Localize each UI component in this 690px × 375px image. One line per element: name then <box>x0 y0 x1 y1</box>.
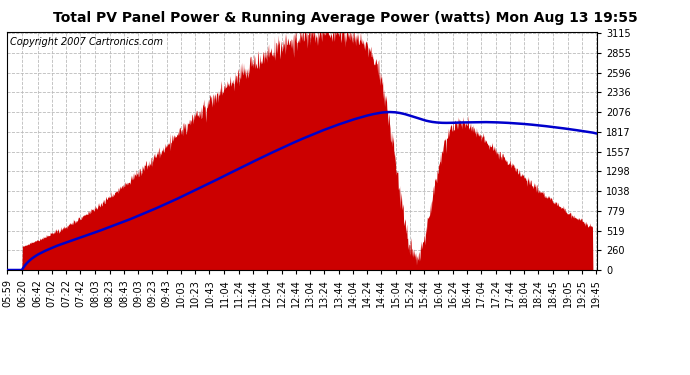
Text: Total PV Panel Power & Running Average Power (watts) Mon Aug 13 19:55: Total PV Panel Power & Running Average P… <box>52 11 638 25</box>
Text: Copyright 2007 Cartronics.com: Copyright 2007 Cartronics.com <box>10 37 163 46</box>
